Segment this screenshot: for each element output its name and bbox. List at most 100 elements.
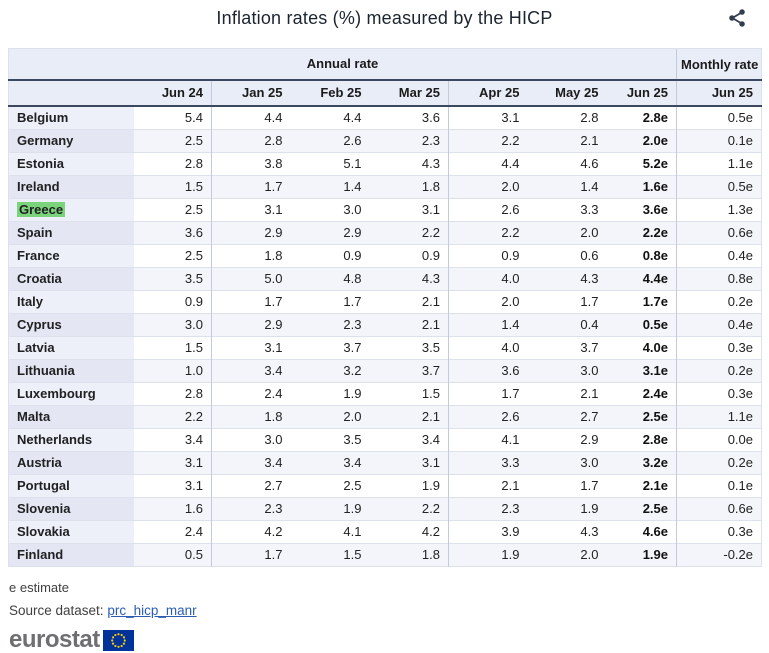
value-cell: 0.2e xyxy=(676,451,762,475)
country-cell: Netherlands xyxy=(8,428,134,452)
country-cell: Cyprus xyxy=(8,313,134,337)
value-cell: 1.6e xyxy=(606,175,678,199)
value-cell: 4.1 xyxy=(448,428,528,452)
column-header: Jun 25 xyxy=(606,79,678,107)
value-cell: 1.8 xyxy=(369,543,449,567)
value-cell: 2.5 xyxy=(133,129,212,153)
table-row: Austria 3.1 3.4 3.4 3.1 3.3 3.0 3.2e 0.2e xyxy=(8,451,762,475)
value-cell: 1.8 xyxy=(211,244,291,268)
value-cell: 1.7 xyxy=(527,474,607,498)
value-cell: 0.1e xyxy=(676,129,762,153)
value-cell: 3.6 xyxy=(448,359,528,383)
table-row: Slovenia 1.6 2.3 1.9 2.2 2.3 1.9 2.5e 0.6e xyxy=(8,497,762,521)
value-cell: 2.3 xyxy=(448,497,528,521)
monthly-rate-header: Monthly rate xyxy=(676,48,762,81)
value-cell: 4.8 xyxy=(290,267,370,291)
value-cell: 2.1 xyxy=(369,405,449,429)
value-cell: 1.8 xyxy=(369,175,449,199)
value-cell: 0.9 xyxy=(369,244,449,268)
value-cell: 1.4 xyxy=(448,313,528,337)
table-row: France 2.5 1.8 0.9 0.9 0.9 0.6 0.8e 0.4e xyxy=(8,244,762,268)
value-cell: 3.7 xyxy=(369,359,449,383)
value-cell: 1.8 xyxy=(211,405,291,429)
country-cell: Germany xyxy=(8,129,134,153)
value-cell: 4.4 xyxy=(290,105,370,130)
value-cell: 3.0 xyxy=(527,359,607,383)
group-header-row: Annual rate Monthly rate xyxy=(8,48,762,81)
value-cell: 4.0e xyxy=(606,336,678,360)
value-cell: 3.6 xyxy=(369,105,449,130)
value-cell: 4.1 xyxy=(290,520,370,544)
value-cell: 2.0 xyxy=(448,175,528,199)
eu-flag-icon xyxy=(102,629,134,651)
value-cell: 5.4 xyxy=(133,105,212,130)
value-cell: 2.7 xyxy=(527,405,607,429)
value-cell: 4.2 xyxy=(211,520,291,544)
value-cell: 3.1 xyxy=(133,451,212,475)
table-row: Cyprus 3.0 2.9 2.3 2.1 1.4 0.4 0.5e 0.4e xyxy=(8,313,762,337)
column-header: May 25 xyxy=(527,79,607,107)
value-cell: 2.9 xyxy=(290,221,370,245)
country-cell: Portugal xyxy=(8,474,134,498)
value-cell: 2.4e xyxy=(606,382,678,406)
table-row: Malta 2.2 1.8 2.0 2.1 2.6 2.7 2.5e 1.1e xyxy=(8,405,762,429)
column-header: Mar 25 xyxy=(369,79,449,107)
country-cell: Slovenia xyxy=(8,497,134,521)
table-row: Croatia 3.5 5.0 4.8 4.3 4.0 4.3 4.4e 0.8e xyxy=(8,267,762,291)
value-cell: 1.6 xyxy=(133,497,212,521)
value-cell: 1.9e xyxy=(606,543,678,567)
value-cell: 3.4 xyxy=(133,428,212,452)
value-cell: 4.2 xyxy=(369,520,449,544)
value-cell: 0.6e xyxy=(676,221,762,245)
source-dataset-link[interactable]: prc_hicp_manr xyxy=(107,603,197,618)
value-cell: 0.4 xyxy=(527,313,607,337)
value-cell: 2.0 xyxy=(527,221,607,245)
value-cell: 2.2e xyxy=(606,221,678,245)
value-cell: 2.1e xyxy=(606,474,678,498)
value-cell: 1.0 xyxy=(133,359,212,383)
share-icon xyxy=(729,9,745,27)
value-cell: 2.1 xyxy=(448,474,528,498)
value-cell: 3.7 xyxy=(290,336,370,360)
value-cell: 3.6 xyxy=(133,221,212,245)
value-cell: 2.2 xyxy=(448,221,528,245)
table-row: Germany 2.5 2.8 2.6 2.3 2.2 2.1 2.0e 0.1e xyxy=(8,129,762,153)
value-cell: 3.1e xyxy=(606,359,678,383)
value-cell: 1.7 xyxy=(211,543,291,567)
value-cell: 2.5e xyxy=(606,497,678,521)
corner-cell xyxy=(8,79,134,107)
value-cell: 4.4e xyxy=(606,267,678,291)
value-cell: 2.2 xyxy=(369,497,449,521)
value-cell: 1.5 xyxy=(290,543,370,567)
value-cell: 2.4 xyxy=(211,382,291,406)
table-row: Estonia 2.8 3.8 5.1 4.3 4.4 4.6 5.2e 1.1e xyxy=(8,152,762,176)
country-cell: Estonia xyxy=(8,152,134,176)
column-header: Jun 25 xyxy=(676,79,762,107)
value-cell: 1.9 xyxy=(290,497,370,521)
value-cell: 1.9 xyxy=(527,497,607,521)
value-cell: 4.3 xyxy=(369,152,449,176)
value-cell: 3.0 xyxy=(133,313,212,337)
value-cell: 1.7 xyxy=(211,175,291,199)
value-cell: 2.9 xyxy=(211,221,291,245)
estimate-footnote: e estimate xyxy=(9,580,69,595)
value-cell: 2.2 xyxy=(369,221,449,245)
value-cell: 2.8 xyxy=(211,129,291,153)
month-header-row: Jun 24 Jan 25 Feb 25 Mar 25 Apr 25 May 25 Jun … xyxy=(8,79,762,107)
value-cell: 2.6 xyxy=(448,405,528,429)
value-cell: 2.8 xyxy=(133,152,212,176)
table-row: Netherlands 3.4 3.0 3.5 3.4 4.1 2.9 2.8e 0.0e xyxy=(8,428,762,452)
value-cell: 1.5 xyxy=(369,382,449,406)
table-row: Spain 3.6 2.9 2.9 2.2 2.2 2.0 2.2e 0.6e xyxy=(8,221,762,245)
eurostat-logo-text: eurostat xyxy=(9,626,100,653)
value-cell: 1.4 xyxy=(290,175,370,199)
share-button[interactable] xyxy=(725,7,749,31)
table-row: Luxembourg 2.8 2.4 1.9 1.5 1.7 2.1 2.4e 0.3e xyxy=(8,382,762,406)
value-cell: 3.1 xyxy=(211,336,291,360)
value-cell: 4.3 xyxy=(369,267,449,291)
table-row: Greece 2.5 3.1 3.0 3.1 2.6 3.3 3.6e 1.3e xyxy=(8,198,762,222)
value-cell: 2.6 xyxy=(448,198,528,222)
value-cell: 2.1 xyxy=(527,129,607,153)
value-cell: 2.8e xyxy=(606,428,678,452)
table-row: Italy 0.9 1.7 1.7 2.1 2.0 1.7 1.7e 0.2e xyxy=(8,290,762,314)
